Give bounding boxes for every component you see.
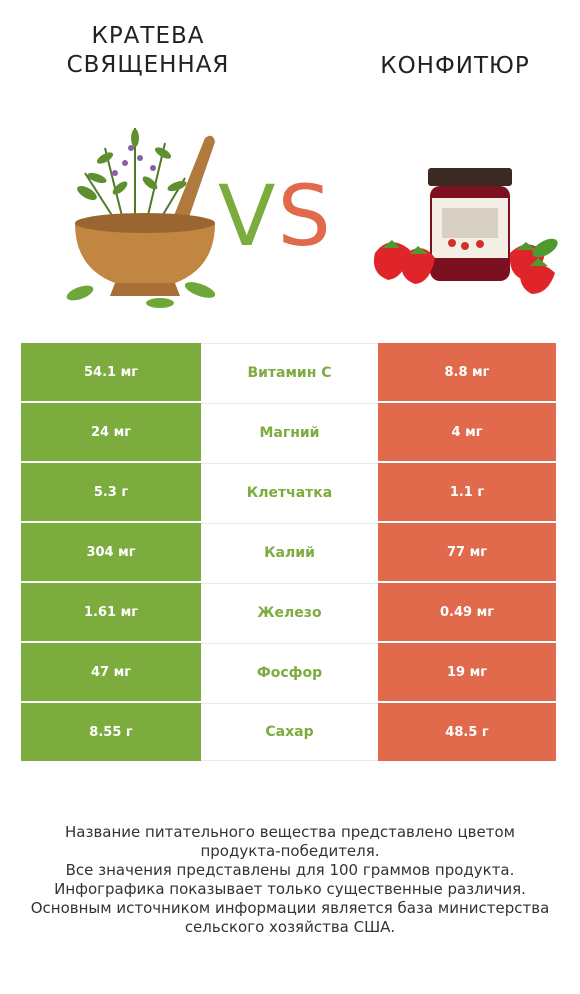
left-value: 47 мг xyxy=(21,643,201,701)
comparison-table: 54.1 мг Витамин C 8.8 мг 24 мг Магний 4 мг 5.3… xyxy=(21,343,558,763)
nutrient-name: Железо xyxy=(201,583,378,641)
left-value: 24 мг xyxy=(21,403,201,461)
footer-line: сельского хозяйства США. xyxy=(184,918,396,936)
right-value: 77 мг xyxy=(378,523,556,581)
herbs-mortar-illustration xyxy=(66,128,216,308)
table-row: 47 мг Фосфор 19 мг xyxy=(21,643,558,703)
right-value: 8.8 мг xyxy=(378,343,556,401)
nutrient-name: Калий xyxy=(201,523,378,581)
vs-label: VS xyxy=(218,167,333,265)
table-row: 24 мг Магний 4 мг xyxy=(21,403,558,463)
nutrient-name: Клетчатка xyxy=(201,463,378,521)
table-row: 5.3 г Клетчатка 1.1 г xyxy=(21,463,558,523)
footer-line: Инфографика показывает только существенн… xyxy=(54,880,526,898)
left-product-title: Кратева священная xyxy=(48,22,248,80)
nutrient-name: Витамин C xyxy=(201,343,378,401)
strawberry-jam-jar-illustration xyxy=(373,168,558,294)
footer-line: Название питательного вещества представл… xyxy=(65,823,515,841)
right-value: 48.5 г xyxy=(378,703,556,761)
right-value: 4 мг xyxy=(378,403,556,461)
left-value: 8.55 г xyxy=(21,703,201,761)
right-product-title: Конфитюр xyxy=(380,53,530,79)
table-row: 54.1 мг Витамин C 8.8 мг xyxy=(21,343,558,403)
nutrient-name: Сахар xyxy=(201,703,378,761)
right-value: 19 мг xyxy=(378,643,556,701)
table-row: 8.55 г Сахар 48.5 г xyxy=(21,703,558,763)
left-value: 304 мг xyxy=(21,523,201,581)
footer-line: продукта-победителя. xyxy=(200,842,380,860)
left-value: 5.3 г xyxy=(21,463,201,521)
footer-note: Название питательного вещества представл… xyxy=(20,823,560,937)
left-title-line-2: священная xyxy=(66,52,230,78)
footer-line: Все значения представлены для 100 граммо… xyxy=(65,861,515,879)
left-title-line-1: Кратева xyxy=(91,23,205,49)
right-value: 1.1 г xyxy=(378,463,556,521)
footer-line: Основным источником информации является … xyxy=(30,899,550,917)
nutrient-name: Фосфор xyxy=(201,643,378,701)
table-row: 304 мг Калий 77 мг xyxy=(21,523,558,583)
left-value: 54.1 мг xyxy=(21,343,201,401)
table-row: 1.61 мг Железо 0.49 мг xyxy=(21,583,558,643)
right-value: 0.49 мг xyxy=(378,583,556,641)
left-value: 1.61 мг xyxy=(21,583,201,641)
nutrient-name: Магний xyxy=(201,403,378,461)
